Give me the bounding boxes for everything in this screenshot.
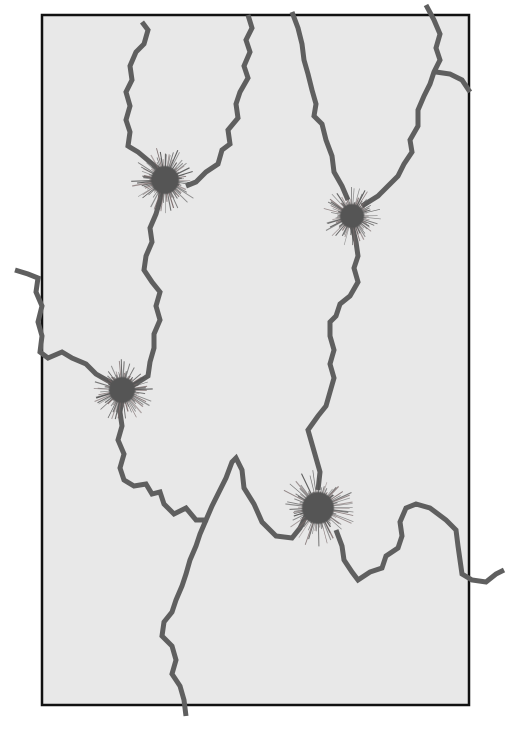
panel-rectangle (42, 15, 469, 705)
